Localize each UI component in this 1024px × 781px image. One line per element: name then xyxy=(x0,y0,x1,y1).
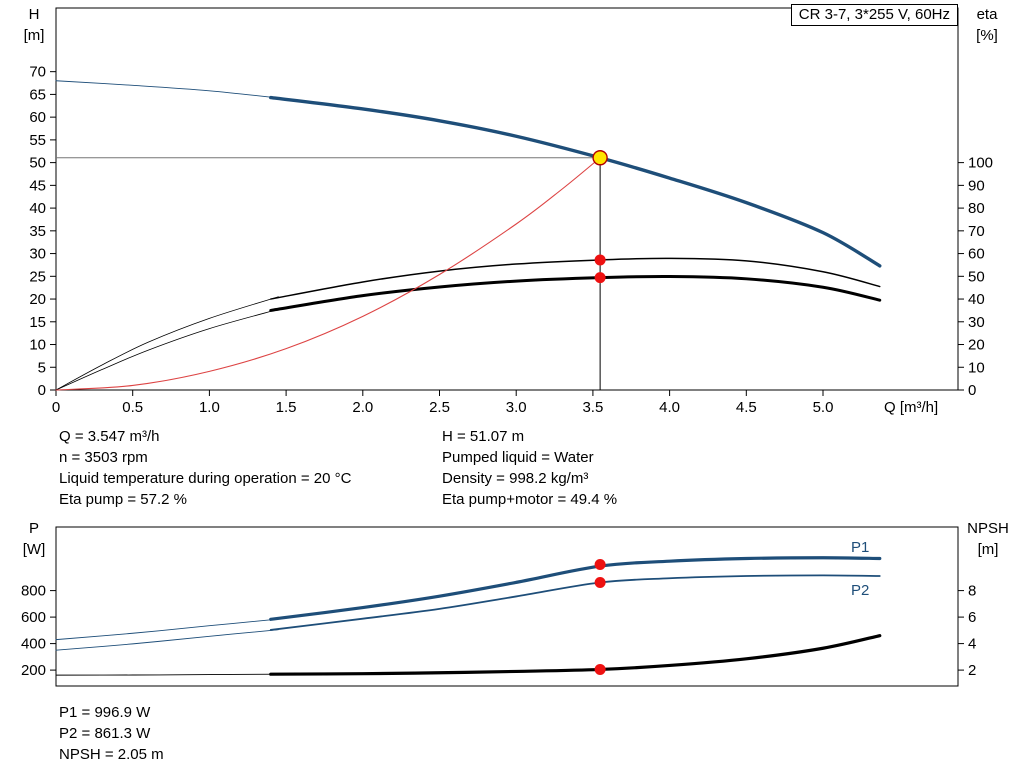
x-tick-label: 3.5 xyxy=(582,399,603,416)
system-curve xyxy=(55,157,601,391)
p1-value-text: P1 = 996.9 W xyxy=(59,704,151,721)
y-axis-title-npsh: NPSH [m] xyxy=(960,518,1016,560)
y-left-tick-label: 35 xyxy=(29,223,46,240)
duty-point-marker xyxy=(592,150,608,166)
p2-curve-label: P2 xyxy=(851,582,870,599)
x-tick-label: 0.5 xyxy=(122,399,143,416)
eta-pump-marker xyxy=(594,254,606,266)
y-axis-title-power: P [W] xyxy=(12,518,56,560)
eta-pump-motor-text: Eta pump+motor = 49.4 % xyxy=(442,491,618,508)
y-axis-title-npsh-unit: [m] xyxy=(977,541,999,558)
p2-marker xyxy=(594,576,606,588)
y-left-tick-label: 15 xyxy=(29,314,46,331)
y-left-tick-label: 400 xyxy=(21,636,46,653)
x-tick-label: 1.5 xyxy=(276,399,297,416)
p1-curve xyxy=(269,556,882,621)
p1-curve xyxy=(55,618,279,641)
y-left-tick-label: 70 xyxy=(29,64,46,81)
y-axis-title-eta-unit: [%] xyxy=(976,27,998,44)
npsh-curve xyxy=(55,673,279,676)
duty-flow-text: Q = 3.547 m³/h xyxy=(59,428,160,445)
x-tick-label: 2.0 xyxy=(352,399,373,416)
y-right-tick-label: 30 xyxy=(968,314,985,331)
x-tick-label: 3.0 xyxy=(506,399,527,416)
y-axis-title-eta-symbol: eta xyxy=(976,6,998,23)
pump-designation-box: CR 3-7, 3*255 V, 60Hz xyxy=(790,4,958,26)
y-right-tick-label: 8 xyxy=(968,583,976,600)
x-tick-label: 4.5 xyxy=(736,399,757,416)
qh-eta-chart: 0 0.5 1.0 1.5 2.0 2.5 3.0 3.5 4.0 4.5 5.0 0 5 10 15 20 2… xyxy=(29,7,993,416)
density-text: Density = 998.2 kg/m³ xyxy=(442,470,589,487)
x-tick-label: 0 xyxy=(52,399,60,416)
eta-pump-text: Eta pump = 57.2 % xyxy=(59,491,187,508)
duty-info-bottom: P1 = 996.9 W P2 = 861.3 W NPSH = 2.05 m xyxy=(59,702,164,765)
npsh-marker xyxy=(594,663,606,675)
y-axis-title-npsh-symbol: NPSH xyxy=(967,520,1009,537)
h-curve xyxy=(55,80,279,99)
y-axis-title-head-symbol: H xyxy=(28,6,40,23)
y-right-tick-label: 90 xyxy=(968,177,985,194)
y-right-tick-label: 60 xyxy=(968,246,985,263)
y-left-tick-label: 200 xyxy=(21,662,46,679)
duty-head-text: H = 51.07 m xyxy=(442,428,525,445)
npsh-curve xyxy=(269,634,882,676)
pumped-liquid-text: Pumped liquid = Water xyxy=(442,449,594,466)
x-tick-label: 4.0 xyxy=(659,399,680,416)
y-right-tick-label: 80 xyxy=(968,200,985,217)
plot-border xyxy=(55,7,959,391)
y-left-tick-label: 55 xyxy=(29,132,46,149)
y-left-tick-label: 10 xyxy=(29,337,46,354)
y-left-tick-label: 45 xyxy=(29,177,46,194)
y-left-tick-label: 50 xyxy=(29,155,46,172)
y-axis-title-eta: eta [%] xyxy=(962,4,1012,46)
y-axis-title-head: H [m] xyxy=(12,4,56,46)
y-left-tick-label: 40 xyxy=(29,200,46,217)
y-right-tick-label: 40 xyxy=(968,291,985,308)
y-axis-title-head-unit: [m] xyxy=(23,27,45,44)
y-left-tick-label: 20 xyxy=(29,291,46,308)
y-left-tick-label: 600 xyxy=(21,609,46,626)
duty-info-right: H = 51.07 m Pumped liquid = Water Densit… xyxy=(442,426,617,510)
h-curve xyxy=(269,95,882,268)
x-tick-label: 2.5 xyxy=(429,399,450,416)
plot-border xyxy=(55,526,959,687)
p2-curve xyxy=(55,629,279,651)
eta-pump-motor-marker xyxy=(594,272,606,284)
y-left-tick-label: 60 xyxy=(29,109,46,126)
y-left-tick-label: 800 xyxy=(21,583,46,600)
y-left-tick-label: 30 xyxy=(29,246,46,263)
y-axis-title-power-symbol: P xyxy=(28,520,39,537)
y-left-tick-label: 65 xyxy=(29,86,46,103)
power-npsh-chart: 200 400 600 800 2 4 6 8 xyxy=(21,526,976,687)
duty-speed-text: n = 3503 rpm xyxy=(59,449,148,466)
p2-curve xyxy=(269,574,881,631)
y-right-tick-label: 4 xyxy=(968,636,976,653)
y-right-tick-label: 50 xyxy=(968,268,985,285)
npsh-value-text: NPSH = 2.05 m xyxy=(59,746,164,763)
y-axis-title-power-unit: [W] xyxy=(22,541,46,558)
eta-pump-motor-curve xyxy=(55,308,279,391)
y-right-tick-label: 6 xyxy=(968,609,976,626)
y-left-tick-label: 0 xyxy=(38,382,46,399)
y-right-tick-label: 10 xyxy=(968,359,985,376)
y-right-tick-label: 20 xyxy=(968,337,985,354)
y-left-tick-label: 25 xyxy=(29,268,46,285)
eta-pump-curve xyxy=(55,296,279,391)
p1-curve-label: P1 xyxy=(851,539,870,556)
y-right-tick-label: 100 xyxy=(968,155,993,172)
liquid-temperature-text: Liquid temperature during operation = 20… xyxy=(59,470,352,487)
duty-info-left: Q = 3.547 m³/h n = 3503 rpm Liquid tempe… xyxy=(59,426,351,510)
y-right-tick-label: 0 xyxy=(968,382,976,399)
x-tick-label: 5.0 xyxy=(813,399,834,416)
x-tick-label: 1.0 xyxy=(199,399,220,416)
x-axis-title-flow: Q [m³/h] xyxy=(884,399,939,416)
p1-marker xyxy=(594,559,606,571)
y-left-tick-label: 5 xyxy=(38,359,46,376)
p2-value-text: P2 = 861.3 W xyxy=(59,725,151,742)
y-right-tick-label: 70 xyxy=(968,223,985,240)
y-right-tick-label: 2 xyxy=(968,662,976,679)
